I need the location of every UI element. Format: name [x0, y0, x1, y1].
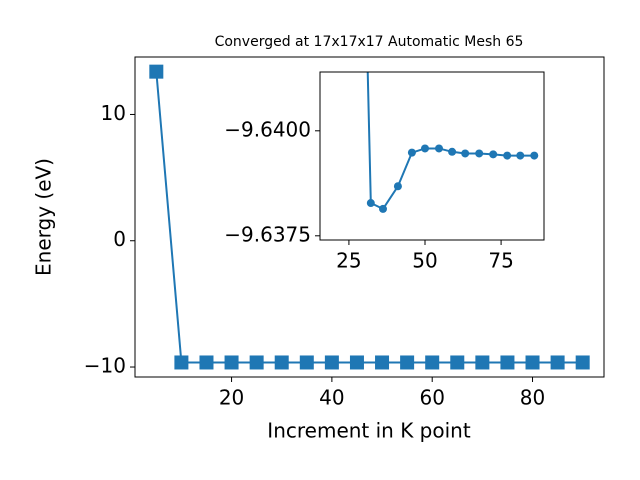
x-tick-label: 40 — [319, 386, 344, 410]
marker — [149, 64, 164, 79]
marker — [379, 204, 387, 213]
y-tick-label: −10 — [84, 354, 126, 378]
chart-title: Converged at 17x17x17 Automatic Mesh 65 — [215, 34, 524, 50]
marker — [366, 199, 375, 208]
x-axis-label: Increment in K point — [267, 419, 471, 443]
x-tick-label: 60 — [419, 386, 444, 410]
marker — [274, 355, 289, 370]
marker — [349, 355, 364, 370]
marker — [500, 355, 515, 370]
x-tick-label: 50 — [412, 249, 437, 273]
y-axis-label: Energy (eV) — [32, 158, 56, 276]
marker — [475, 149, 484, 158]
y-tick-label: 10 — [101, 101, 126, 125]
marker — [299, 355, 314, 370]
marker — [525, 355, 540, 370]
marker — [249, 355, 264, 370]
plot-area — [149, 64, 590, 370]
marker — [400, 355, 415, 370]
y-tick-label: 0 — [113, 227, 126, 251]
marker — [461, 149, 470, 158]
marker — [224, 355, 239, 370]
marker — [448, 147, 457, 156]
marker — [393, 182, 402, 191]
marker — [450, 355, 465, 370]
marker — [324, 355, 339, 370]
y-tick-label: −9.6375 — [224, 222, 311, 246]
marker — [425, 355, 440, 370]
marker — [199, 355, 214, 370]
marker — [516, 151, 525, 160]
x-tick-label: 80 — [520, 386, 545, 410]
marker — [174, 355, 189, 370]
marker — [435, 144, 443, 153]
axes-frame — [134, 56, 605, 378]
marker — [375, 355, 390, 370]
y-tick-label: −9.6400 — [224, 117, 311, 141]
marker — [421, 144, 429, 153]
marker — [489, 150, 498, 159]
marker — [475, 355, 490, 370]
axes-frame — [319, 71, 545, 241]
marker — [530, 151, 539, 160]
x-tick-label: 75 — [488, 249, 513, 273]
x-tick-label: 20 — [219, 386, 244, 410]
marker — [575, 355, 590, 370]
marker — [550, 355, 565, 370]
x-tick-label: 25 — [336, 249, 361, 273]
marker — [407, 148, 416, 157]
marker — [503, 151, 512, 160]
plot-area — [366, 72, 539, 213]
